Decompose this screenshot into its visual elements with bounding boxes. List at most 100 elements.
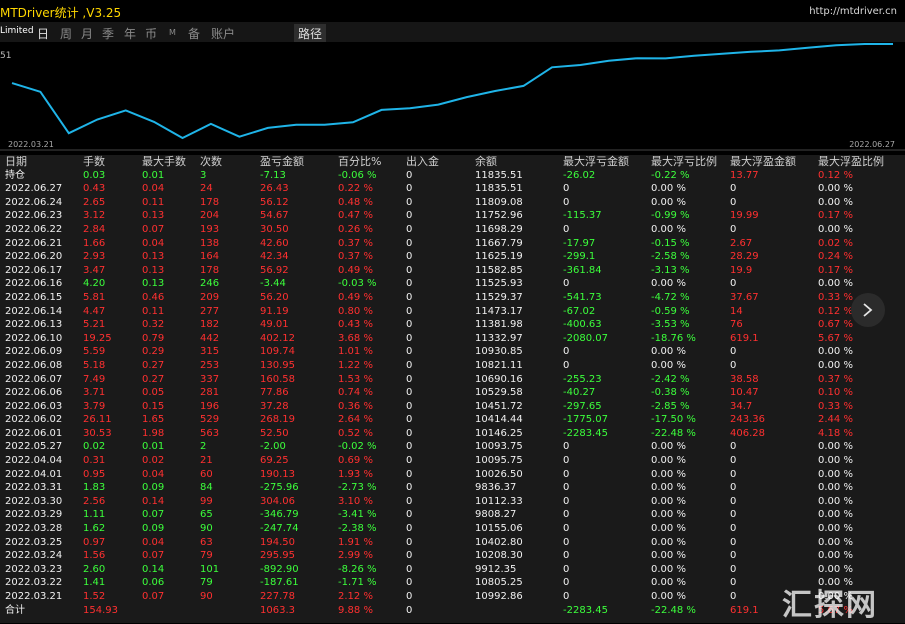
balance-line (11, 43, 893, 140)
table-cell: -361.84 (563, 264, 602, 276)
table-row[interactable]: 2022.06.01 30.53 1.98 563 52.50 0.52 % 0 10146.… (0, 427, 905, 441)
table-cell: 9808.27 (475, 509, 517, 521)
header-cell[interactable]: 日期 (5, 155, 27, 168)
table-row[interactable]: 2022.04.01 0.95 0.04 60 190.13 1.93 % 0 10026.5… (0, 468, 905, 482)
table-cell: 11529.37 (475, 291, 523, 303)
table-row[interactable]: 2022.03.22 1.41 0.06 79 -187.61 -1.71 % 0 10805… (0, 576, 905, 590)
table-cell: 619.1 (730, 332, 759, 344)
table-row[interactable]: 2022.06.06 3.71 0.05 281 77.86 0.74 % 0 10529.5… (0, 386, 905, 400)
table-row[interactable]: 2022.06.07 7.49 0.27 337 160.58 1.53 % 0 10690.… (0, 373, 905, 387)
table-row[interactable]: 2022.06.09 5.59 0.29 315 109.74 1.01 % 0 10930.… (0, 345, 905, 359)
tab-month[interactable]: 月 (81, 27, 94, 41)
table-cell: 406.28 (730, 427, 765, 439)
tab-week[interactable]: 周 (60, 27, 73, 41)
table-cell: 0 (406, 550, 413, 562)
table-cell: 5.18 (83, 359, 106, 371)
table-cell: 0 (406, 414, 413, 426)
table-row[interactable]: 2022.03.30 2.56 0.14 99 304.06 3.10 % 0 10112.3… (0, 495, 905, 509)
table-cell: 0.00 % (818, 196, 853, 208)
table-cell: 0.00 % (651, 468, 686, 480)
table-cell: 281 (200, 387, 220, 399)
table-cell: 2022.03.22 (5, 577, 63, 589)
header-cell[interactable]: 最大浮亏金额 (563, 155, 629, 168)
table-row[interactable]: 2022.05.27 0.02 0.01 2 -2.00 -0.02 % 0 10093.75… (0, 440, 905, 454)
table-row[interactable]: 2022.06.14 4.47 0.11 277 91.19 0.80 % 0 11473.1… (0, 305, 905, 319)
table-row[interactable]: 2022.06.02 26.11 1.65 529 268.19 2.64 % 0 10414… (0, 413, 905, 427)
table-row[interactable]: 2022.06.13 5.21 0.32 182 49.01 0.43 % 0 11381.9… (0, 318, 905, 332)
table-cell: 0.00 % (651, 536, 686, 548)
table-cell: 0.00 % (818, 563, 853, 575)
account-status-label: Limited (0, 26, 34, 36)
table-cell: 0 (563, 441, 570, 453)
header-cell[interactable]: 最大手数 (142, 155, 186, 168)
header-cell[interactable]: 盈亏金额 (260, 155, 304, 168)
table-cell: 304.06 (260, 495, 295, 507)
table-row[interactable]: 2022.03.23 2.60 0.14 101 -892.90 -8.26 % 0 9912… (0, 563, 905, 577)
table-row[interactable]: 2022.03.28 1.62 0.09 90 -247.74 -2.38 % 0 10155… (0, 522, 905, 536)
table-row[interactable]: 2022.04.04 0.31 0.02 21 69.25 0.69 % 0 10095.75… (0, 454, 905, 468)
table-cell: 10402.80 (475, 536, 523, 548)
table-cell: 56.92 (260, 264, 289, 276)
table-cell: 2022.03.30 (5, 495, 63, 507)
table-cell: 42.60 (260, 237, 289, 249)
table-cell: 56.20 (260, 291, 289, 303)
header-cell[interactable]: 最大浮盈金额 (730, 155, 796, 168)
table-row[interactable]: 2022.06.23 3.12 0.13 204 54.67 0.47 % 0 11752.9… (0, 209, 905, 223)
table-row[interactable]: 2022.06.27 0.43 0.04 24 26.43 0.22 % 0 11835.51… (0, 182, 905, 196)
table-cell: -2080.07 (563, 332, 608, 344)
table-cell: 0.00 % (651, 278, 686, 290)
app-title: MTDriver统计 ,V3.25 (0, 6, 122, 20)
table-row[interactable]: 2022.06.15 5.81 0.46 209 56.20 0.49 % 0 11529.3… (0, 291, 905, 305)
header-cell[interactable]: 百分比% (338, 155, 382, 168)
table-cell: 1.53 % (338, 373, 373, 385)
table-cell: 30.53 (83, 427, 112, 439)
table-row[interactable]: 2022.06.16 4.20 0.13 246 -3.44 -0.03 % 0 11525.… (0, 277, 905, 291)
table-row[interactable]: 2022.06.20 2.93 0.13 164 42.34 0.37 % 0 11625.1… (0, 250, 905, 264)
table-cell: 0 (563, 223, 570, 235)
table-cell: 10095.75 (475, 455, 523, 467)
table-row[interactable]: 2022.03.24 1.56 0.07 79 295.95 2.99 % 0 10208.3… (0, 549, 905, 563)
tab-m[interactable]: M (169, 28, 176, 37)
tab-currency[interactable]: 币 (145, 27, 158, 41)
tab-account[interactable]: 账户 (211, 27, 236, 41)
table-cell: 0.00 % (651, 563, 686, 575)
header-cell[interactable]: 余额 (475, 155, 497, 168)
tab-backup[interactable]: 备 (188, 27, 201, 41)
header-cell[interactable]: 最大浮盈比例 (818, 155, 884, 168)
table-row[interactable]: 2022.06.22 2.84 0.07 193 30.50 0.26 % 0 11698.2… (0, 223, 905, 237)
table-row[interactable]: 2022.03.29 1.11 0.07 65 -346.79 -3.41 % 0 9808.… (0, 508, 905, 522)
table-cell: 0 (406, 291, 413, 303)
table-row[interactable]: 2022.06.24 2.65 0.11 178 56.12 0.48 % 0 11809.0… (0, 196, 905, 210)
table-cell: 178 (200, 196, 220, 208)
header-cell[interactable]: 出入金 (406, 155, 439, 168)
table-cell: 0 (406, 495, 413, 507)
table-cell: 0.00 % (818, 577, 853, 589)
table-row[interactable]: 2022.03.21 1.52 0.07 90 227.78 2.12 % 0 10992.8… (0, 590, 905, 604)
tab-path[interactable]: 路径 (294, 24, 327, 43)
table-row[interactable]: 2022.06.03 3.79 0.15 196 37.28 0.36 % 0 10451.7… (0, 400, 905, 414)
table-cell: 0 (563, 482, 570, 494)
table-cell: 2022.06.07 (5, 373, 63, 385)
table-row[interactable]: 2022.06.21 1.66 0.04 138 42.60 0.37 % 0 11667.7… (0, 237, 905, 251)
table-cell: 19.9 (730, 264, 753, 276)
tab-quarter[interactable]: 季 (102, 27, 115, 41)
header-cell[interactable]: 手数 (83, 155, 105, 168)
tab-year[interactable]: 年 (124, 27, 137, 41)
table-cell: 0.00 % (651, 495, 686, 507)
table-cell: 1.62 (83, 523, 106, 535)
table-row[interactable]: 2022.06.17 3.47 0.13 178 56.92 0.49 % 0 11582.8… (0, 264, 905, 278)
table-row[interactable]: 2022.06.08 5.18 0.27 253 130.95 1.22 % 0 10821.… (0, 359, 905, 373)
header-cell[interactable]: 次数 (200, 155, 222, 168)
header-cell[interactable]: 最大浮亏比例 (651, 155, 717, 168)
table-cell: 0 (406, 400, 413, 412)
table-row[interactable]: 2022.03.31 1.83 0.09 84 -275.96 -2.73 % 0 9836.… (0, 481, 905, 495)
table-row[interactable]: 合计 154.93 1063.3 9.88 % 0 -2283.45 -22.48 % 619… (0, 604, 905, 618)
table-cell: 76 (730, 319, 743, 331)
table-cell: -22.48 % (651, 427, 696, 439)
table-row[interactable]: 持仓 0.03 0.01 3 -7.13 -0.06 % 0 11835.51 -26.02 -0… (0, 169, 905, 183)
site-url[interactable]: http://mtdriver.cn (809, 6, 897, 17)
table-row[interactable]: 2022.03.25 0.97 0.04 63 194.50 1.91 % 0 10402.8… (0, 536, 905, 550)
tab-day[interactable]: 日 (37, 27, 50, 41)
next-page-button[interactable] (851, 293, 885, 327)
table-row[interactable]: 2022.06.10 19.25 0.79 442 402.12 3.68 % 0 11332… (0, 332, 905, 346)
